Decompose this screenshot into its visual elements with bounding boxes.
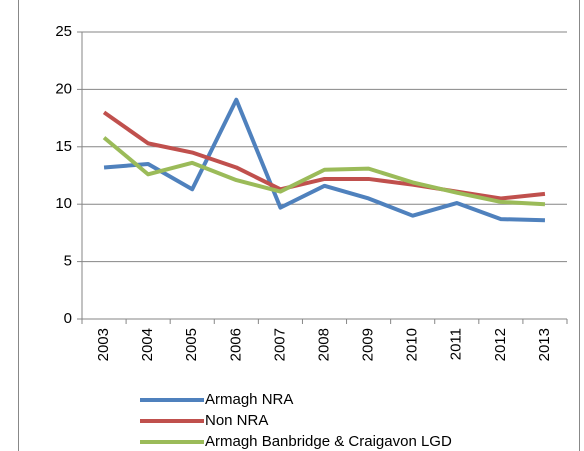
x-tick-label: 2008 [315, 328, 332, 361]
y-tick-label: 0 [64, 310, 72, 327]
x-tick-label: 2009 [360, 328, 377, 361]
y-tick-label: 10 [55, 195, 72, 212]
series-line [103, 97, 546, 223]
y-tick-label: 5 [64, 253, 72, 270]
x-tick-label: 2003 [95, 328, 112, 361]
x-tick-label: 2010 [404, 328, 421, 361]
legend-label: Armagh Banbridge & Craigavon LGD [205, 433, 452, 450]
x-tick-label: 2007 [271, 328, 288, 361]
y-tick-label: 20 [55, 80, 72, 97]
legend-label: Armagh NRA [205, 391, 293, 408]
x-tick-label: 2011 [448, 328, 465, 360]
x-tick-label: 2005 [183, 328, 200, 361]
x-tick-label: 2004 [139, 328, 156, 361]
legend-label: Non NRA [205, 412, 268, 429]
y-tick-label: 15 [55, 138, 72, 155]
x-tick-label: 2012 [492, 328, 509, 361]
x-tick-label: 2006 [227, 328, 244, 361]
y-tick-label: 25 [55, 23, 72, 40]
x-tick-label: 2013 [536, 328, 553, 361]
series-line [102, 136, 546, 207]
